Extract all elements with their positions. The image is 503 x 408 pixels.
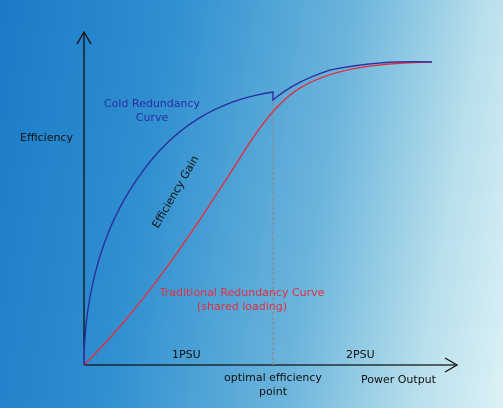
traditional-redundancy-curve — [83, 61, 433, 366]
y-axis-label: Efficiency — [20, 131, 73, 144]
x-axis-label: Power Output — [361, 373, 437, 386]
optimal-label-line2: point — [259, 385, 288, 398]
cold-redundancy-curve — [83, 60, 433, 366]
traditional-label-line1: Traditional Redundancy Curve — [159, 286, 325, 299]
x-axis-arrowhead — [444, 357, 459, 373]
cold-curve-label-line1: Cold Redundancy — [104, 97, 201, 110]
region-left-label: 1PSU — [172, 348, 201, 361]
efficiency-gain-label: Efficiency Gain — [149, 153, 201, 230]
y-axis-arrowhead — [76, 30, 92, 45]
optimal-label-line1: optimal efficiency — [224, 371, 322, 384]
region-right-label: 2PSU — [346, 348, 375, 361]
traditional-label-line2: (shared loading) — [197, 300, 287, 313]
cold-curve-label-line2: Curve — [136, 111, 169, 124]
